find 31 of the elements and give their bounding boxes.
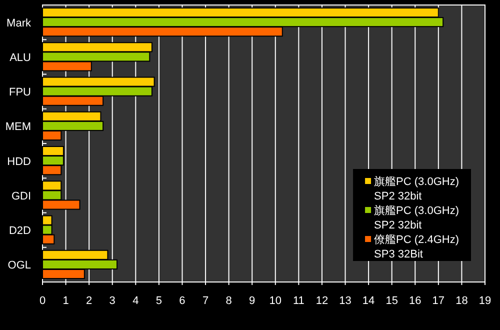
x-tick-label: 1 [62,295,69,307]
x-tick-label: 2 [86,295,92,307]
y-tick-label: D2D [8,225,32,238]
y-tick-label: MEM [5,121,31,134]
x-tick-label: 4 [132,295,139,307]
x-tick-label: 3 [109,295,116,307]
legend-label: 旗艦PC (3.0GHz) SP2 32bit [374,175,459,202]
x-tick-label: 15 [386,295,398,307]
legend-label: 旗艦PC (3.0GHz) SP2 32bit [374,204,459,232]
y-tick-label: FPU [9,86,32,99]
x-tick-label: 19 [478,295,492,307]
y-tick-label: OGL [8,260,31,272]
x-tick-label: 7 [202,295,209,307]
legend-label: 僚艦PC (2.4GHz) SP3 32Bit [374,234,459,260]
y-tick-label: ALU [10,52,32,64]
x-tick-label: 17 [432,295,445,307]
x-tick-label: 13 [339,295,352,307]
x-tick-label: 14 [362,295,375,307]
y-tick-label: Mark [6,17,32,30]
x-tick-label: 8 [226,295,232,307]
x-tick-label: 12 [316,295,328,307]
x-tick-label: 0 [39,295,46,307]
y-tick-label: HDD [7,156,32,168]
x-tick-label: 16 [409,295,422,307]
x-tick-label: 10 [269,295,282,307]
x-tick-label: 5 [156,295,162,307]
x-tick-label: 11 [292,295,304,307]
y-tick-label: GDI [11,190,31,202]
x-tick-label: 6 [179,295,186,307]
x-tick-label: 9 [249,295,256,307]
x-tick-label: 18 [456,295,468,307]
